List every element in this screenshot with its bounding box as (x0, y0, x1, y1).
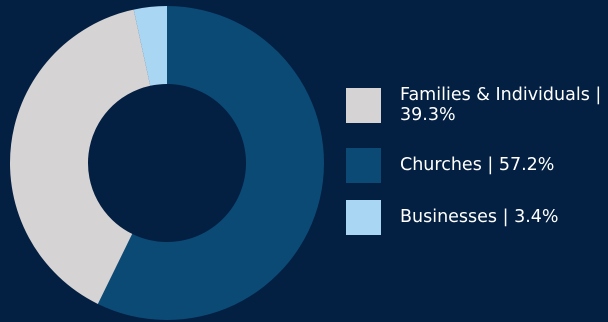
slice-families-individuals (9, 9, 151, 304)
legend-item-businesses: Businesses | 3.4% (346, 200, 606, 238)
slice-churches (97, 6, 325, 320)
legend-swatch-families (346, 88, 381, 123)
legend-label-businesses: Businesses | 3.4% (400, 207, 559, 227)
legend-label-churches: Churches | 57.2% (400, 155, 555, 175)
donut-chart (9, 6, 325, 320)
slice-businesses (133, 6, 167, 86)
legend-swatch-churches (346, 148, 381, 183)
legend-swatch-businesses (346, 200, 381, 235)
legend-item-families: Families & Individuals | 39.3% (346, 85, 606, 125)
legend-label-families: Families & Individuals | 39.3% (400, 85, 602, 125)
legend-item-churches: Churches | 57.2% (346, 148, 606, 186)
